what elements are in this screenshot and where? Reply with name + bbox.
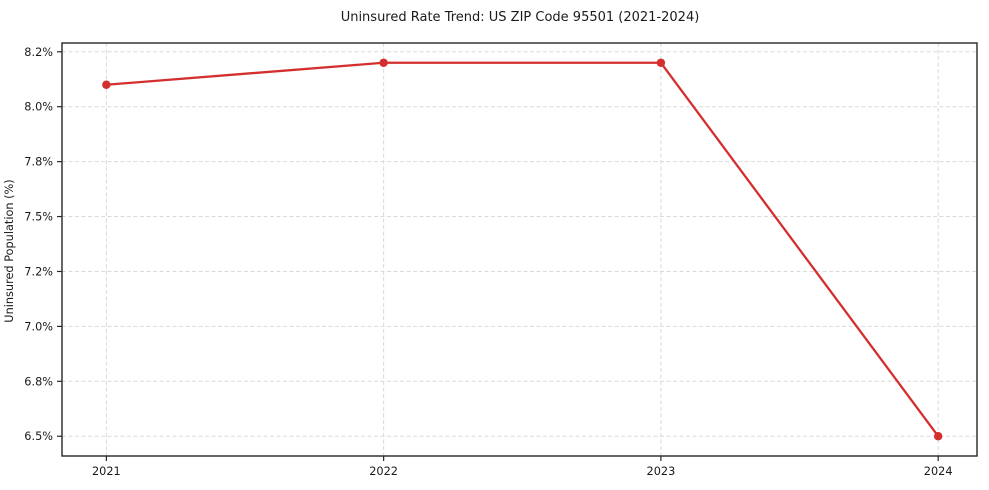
- y-tick-label: 7.0%: [24, 320, 53, 333]
- trend-line: [105, 61, 940, 438]
- x-tick-label: 2021: [92, 465, 121, 478]
- data-point-marker: [102, 80, 111, 89]
- y-tick-label: 6.8%: [24, 375, 53, 388]
- y-tick-label: 7.5%: [24, 211, 53, 224]
- gridlines-layer: [62, 43, 977, 456]
- x-tick-label: 2024: [924, 465, 953, 478]
- y-tick-label: 7.2%: [24, 265, 53, 278]
- plot-border: [61, 42, 978, 457]
- x-tick-label: 2023: [647, 465, 676, 478]
- y-axis-label: Uninsured Population (%): [3, 179, 16, 322]
- data-point-marker: [933, 432, 943, 441]
- y-tick-label: 8.0%: [24, 101, 53, 114]
- data-point-marker: [379, 58, 388, 67]
- axes-layer: 6.5% 6.8% 7.0% 7.2% 7.5% 7.8% 8.0% 8.2% 2021 2022…: [24, 42, 978, 478]
- y-tick-label: 6.5%: [24, 430, 53, 443]
- x-tick-label: 2022: [369, 465, 398, 478]
- chart-title: Uninsured Rate Trend: US ZIP Code 95501 …: [341, 10, 700, 25]
- y-tick-label: 8.2%: [24, 46, 53, 59]
- data-point-marker: [656, 58, 666, 67]
- y-tick-label: 7.8%: [24, 156, 53, 169]
- series-layer: [102, 58, 943, 441]
